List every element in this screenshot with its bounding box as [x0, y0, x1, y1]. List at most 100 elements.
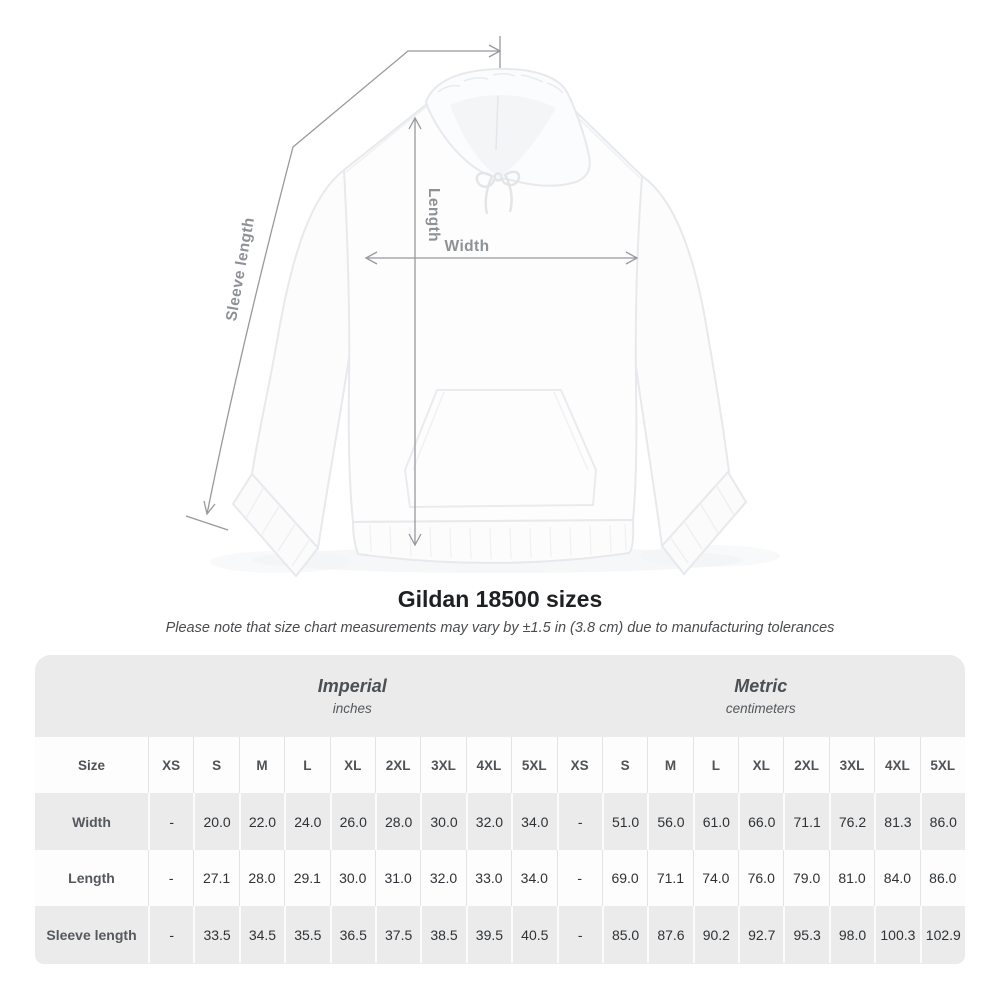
width-line [364, 251, 639, 265]
value-cell-imperial: 29.1 [284, 850, 329, 906]
value-cell-imperial: - [148, 850, 193, 906]
size-header-cell: XS [556, 737, 602, 793]
size-header-cell: 2XL [783, 737, 828, 793]
length-label: Length [425, 188, 442, 242]
value-cell-metric: 76.0 [738, 850, 783, 906]
value-cell-imperial: 28.0 [238, 850, 284, 906]
tolerance-note: Please note that size chart measurements… [165, 620, 835, 636]
size-header-cell: 5XL [919, 737, 965, 793]
row-label: Sleeve length [46, 926, 137, 943]
value-cell-imperial: 28.0 [374, 793, 420, 850]
page-title: Gildan 18500 sizes [397, 586, 603, 612]
value-cell-metric: 76.2 [828, 793, 874, 850]
hood-drawstrings [475, 170, 521, 215]
value-cell-metric: 84.0 [874, 850, 919, 906]
size-header-cell: S [193, 737, 238, 793]
kangaroo-pocket [403, 389, 598, 509]
value-cell-metric: 100.3 [874, 906, 919, 963]
value-cell-imperial: 39.5 [465, 906, 511, 963]
value-cell-metric: - [556, 793, 602, 850]
value-cell-metric: 51.0 [601, 793, 647, 850]
length-line [408, 116, 422, 547]
hoodie-illustration: Width Length Sleeve length [185, 36, 748, 578]
table-row-width: Width -20.0 22.0 24.0 26.0 28.0 30.0 32.0 34.0-5… [35, 793, 965, 850]
measurement-diagram: Width Length Sleeve length [185, 36, 748, 578]
value-cell-metric: 102.9 [919, 906, 965, 963]
value-cell-metric: - [556, 906, 602, 963]
imperial-unit: inches [332, 701, 372, 716]
value-cell-imperial: 38.5 [420, 906, 465, 963]
row-label: Width [72, 813, 111, 830]
value-cell-imperial: 34.0 [511, 850, 556, 906]
value-cell-imperial: 36.5 [329, 906, 375, 963]
value-cell-imperial: 37.5 [374, 906, 420, 963]
value-cell-imperial: 26.0 [329, 793, 375, 850]
value-cell-metric: 74.0 [692, 850, 738, 906]
size-header-cell: XL [738, 737, 783, 793]
metric-title: Metric [734, 676, 788, 696]
row-label: Length [68, 870, 115, 886]
value-cell-imperial: 34.5 [238, 906, 284, 963]
dimension-lines [185, 36, 639, 547]
value-cell-imperial: 32.0 [465, 793, 511, 850]
hoodie-hood [424, 67, 591, 215]
size-header-cell: L [284, 737, 329, 793]
sleeve-length-line [185, 36, 502, 531]
size-col-header: Size [77, 757, 105, 773]
metric-unit: centimeters [725, 701, 796, 716]
hoodie-sleeves [231, 168, 748, 578]
value-cell-metric: 56.0 [647, 793, 692, 850]
size-header-cell: M [238, 737, 284, 793]
value-cell-imperial: 24.0 [284, 793, 329, 850]
table-row-sleeve-length: Sleeve length -33.5 34.5 35.5 36.5 37.5 38.5 39… [35, 906, 965, 963]
value-cell-imperial: 27.1 [193, 850, 238, 906]
width-label: Width [445, 238, 490, 255]
value-cell-imperial: 34.0 [511, 793, 556, 850]
value-cell-metric: 90.2 [692, 906, 738, 963]
unit-header-band: Imperial inches Metric centimeters [35, 655, 965, 737]
value-cell-imperial: 32.0 [420, 850, 465, 906]
imperial-group-header: Imperial inches [148, 655, 557, 737]
value-cell-imperial: 30.0 [420, 793, 465, 850]
value-cell-metric: 85.0 [601, 906, 647, 963]
value-cell-imperial: - [148, 793, 193, 850]
size-header-cell: M [647, 737, 692, 793]
value-cell-metric: 71.1 [647, 850, 692, 906]
value-cell-imperial: 30.0 [329, 850, 375, 906]
value-cell-imperial: 33.0 [465, 850, 511, 906]
size-header-cell: XS [148, 737, 193, 793]
value-cell-imperial: 22.0 [238, 793, 284, 850]
value-cell-metric: 86.0 [919, 793, 965, 850]
hood-gathers [437, 72, 564, 94]
value-cell-metric: 79.0 [783, 850, 828, 906]
imperial-title: Imperial [317, 676, 387, 696]
value-cell-metric: - [556, 850, 602, 906]
size-header-cell: 3XL [420, 737, 465, 793]
size-header-row: Size XS S M L XL 2XL 3XL 4XL 5XL XS S M L XL 2XL 3XL 4XL 5… [35, 737, 965, 793]
value-cell-imperial: 20.0 [193, 793, 238, 850]
value-cell-imperial: 35.5 [284, 906, 329, 963]
size-header-cell: 3XL [828, 737, 874, 793]
table-row-length: Length -27.1 28.0 29.1 30.0 31.0 32.0 33.0 34.0-… [35, 850, 965, 906]
size-header-cell: S [601, 737, 647, 793]
value-cell-metric: 66.0 [738, 793, 783, 850]
value-cell-metric: 69.0 [601, 850, 647, 906]
value-cell-metric: 87.6 [647, 906, 692, 963]
size-header-cell: 4XL [465, 737, 511, 793]
value-cell-metric: 98.0 [828, 906, 874, 963]
value-cell-metric: 81.0 [828, 850, 874, 906]
hoodie-body [342, 98, 644, 564]
value-cell-metric: 81.3 [874, 793, 919, 850]
size-header-cell: L [692, 737, 738, 793]
band-spacer [35, 655, 148, 737]
value-cell-metric: 92.7 [738, 906, 783, 963]
value-cell-metric: 71.1 [783, 793, 828, 850]
value-cell-imperial: 40.5 [511, 906, 556, 963]
value-cell-metric: 95.3 [783, 906, 828, 963]
size-chart-table: Imperial inches Metric centimeters Size X… [35, 655, 965, 964]
hem-ribbing [369, 523, 627, 560]
value-cell-metric: 86.0 [919, 850, 965, 906]
metric-group-header: Metric centimeters [557, 655, 966, 737]
value-cell-imperial: - [148, 906, 193, 963]
value-cell-metric: 61.0 [692, 793, 738, 850]
